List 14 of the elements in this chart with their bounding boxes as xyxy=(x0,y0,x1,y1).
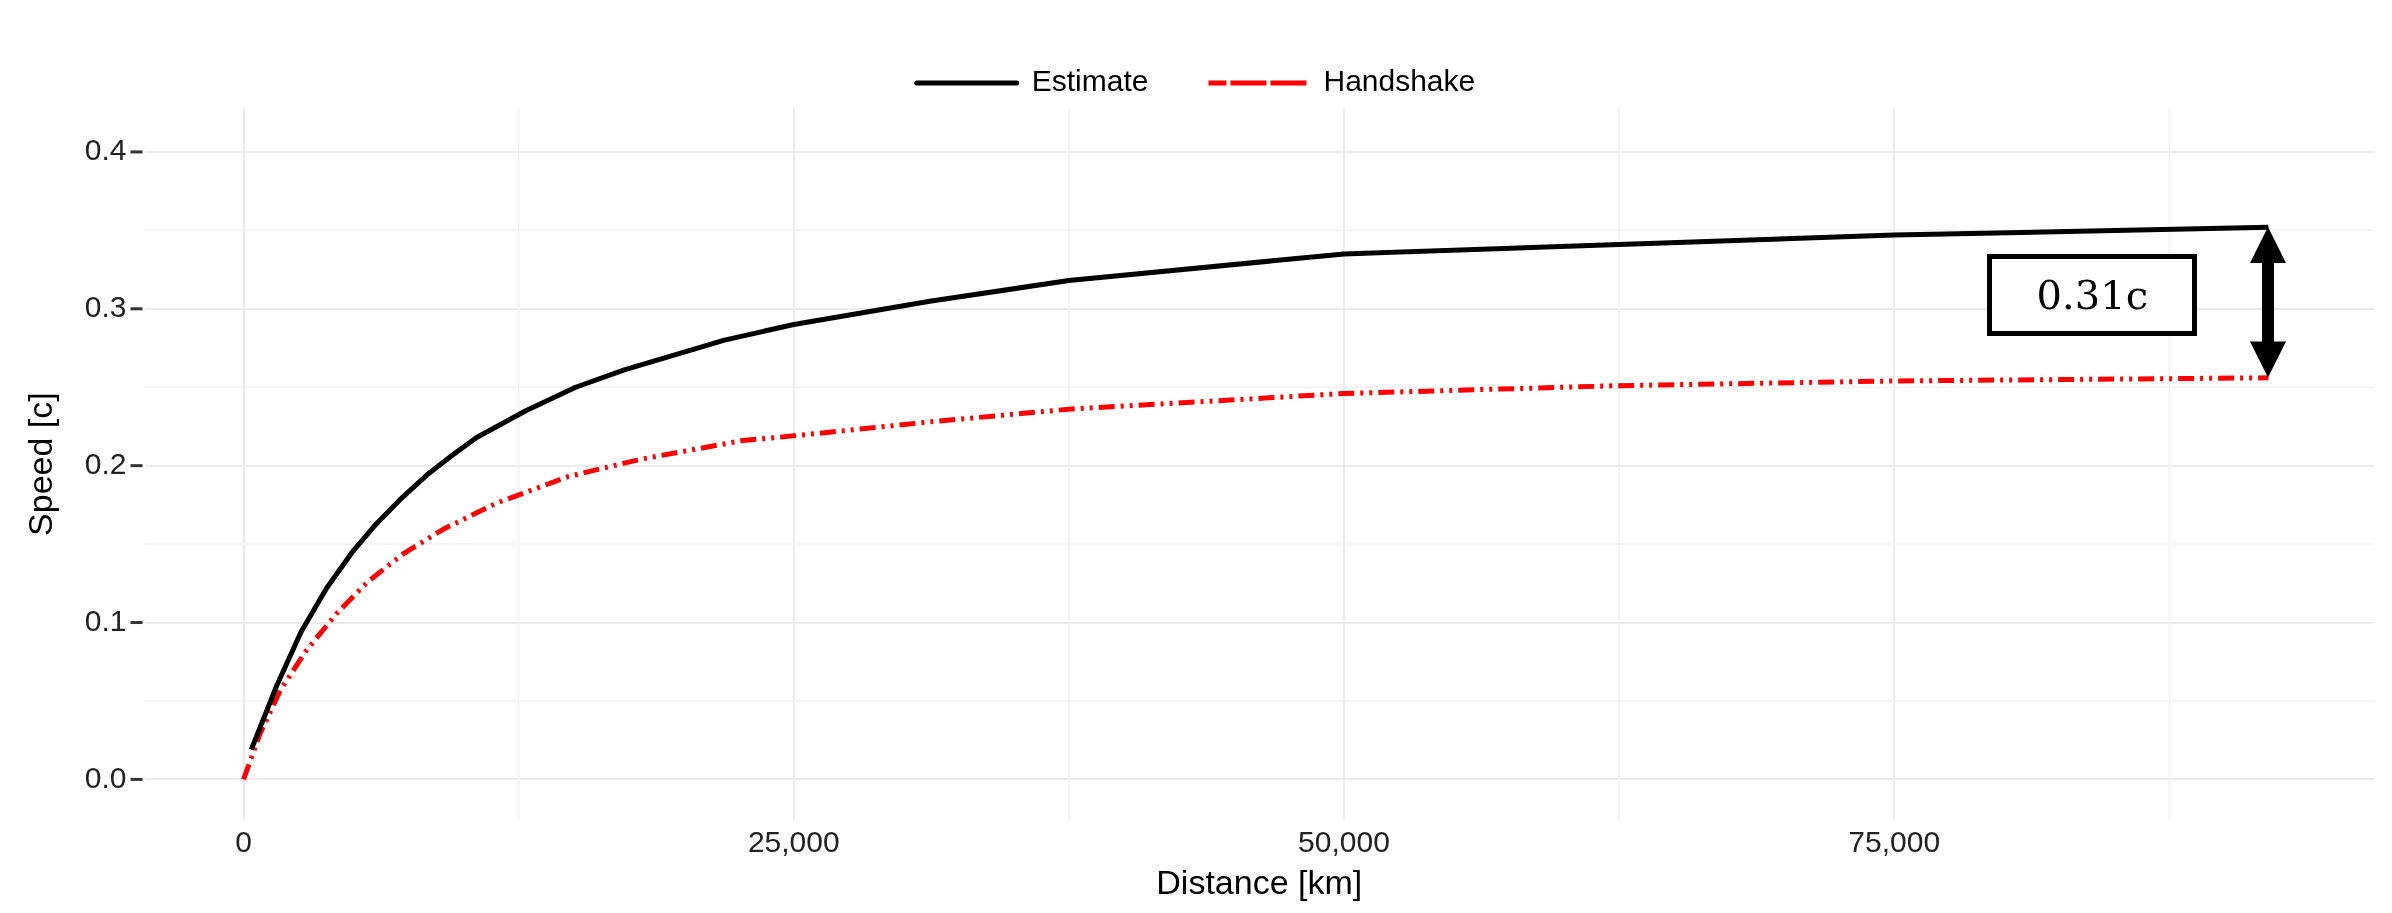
y-tick-label: 0.1 xyxy=(84,603,127,637)
y-tick-label: 0.4 xyxy=(84,133,127,167)
y-axis-title: Speed [c] xyxy=(20,392,59,536)
x-axis-title: Distance [km] xyxy=(1156,862,1363,901)
y-tick-label: 0.2 xyxy=(84,446,127,480)
x-tick-label: 0 xyxy=(235,825,252,859)
x-tick-label: 75,000 xyxy=(1848,825,1941,859)
x-tick-label: 25,000 xyxy=(747,825,840,859)
annotation: 0.31c xyxy=(1987,253,2198,336)
legend-label: Estimate xyxy=(1031,64,1149,98)
legend-label: Handshake xyxy=(1323,64,1476,98)
y-tick-label: 0.3 xyxy=(84,290,127,324)
y-tick-label: 0.0 xyxy=(84,760,127,794)
x-tick-label: 50,000 xyxy=(1298,825,1390,859)
